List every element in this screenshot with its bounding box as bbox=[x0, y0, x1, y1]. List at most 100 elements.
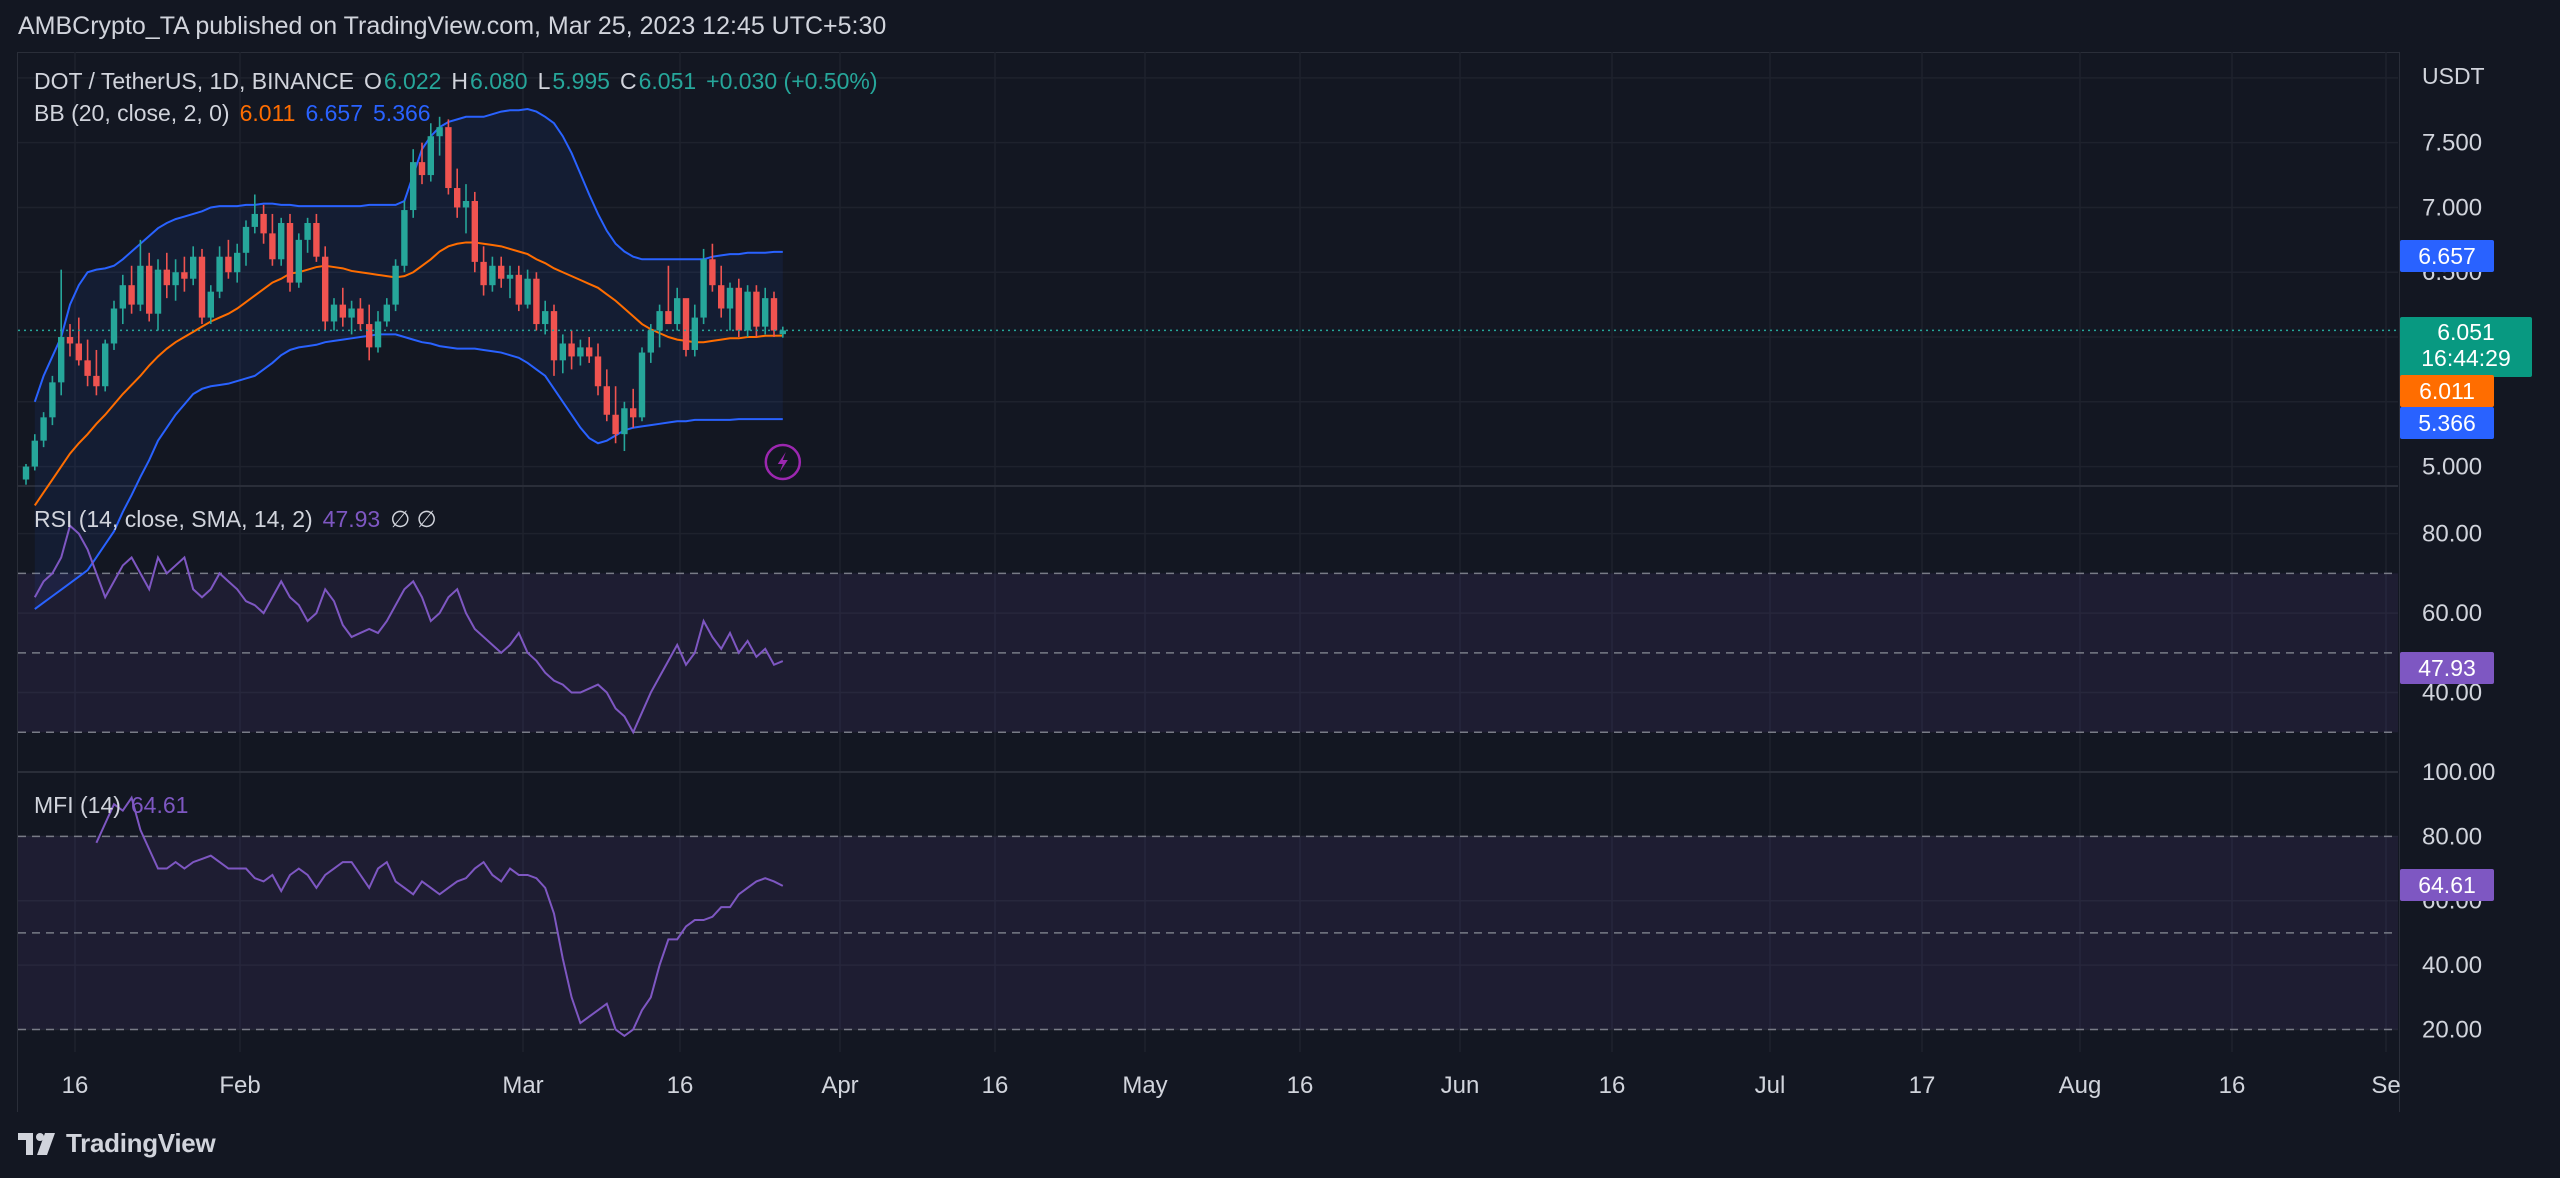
x-tick-label: Jun bbox=[1441, 1072, 1480, 1099]
candle-body bbox=[630, 408, 637, 418]
last-price-value: 6.051 bbox=[2437, 319, 2495, 345]
candle-body bbox=[709, 259, 716, 286]
bb-basis-value: 6.011 bbox=[239, 100, 296, 126]
candle-body bbox=[137, 265, 144, 305]
ohlc-high-value: 6.080 bbox=[470, 68, 528, 94]
bb-lower-badge: 5.366 bbox=[2400, 407, 2494, 439]
candle-body bbox=[128, 285, 135, 305]
mfi-tick-label: 80.00 bbox=[2422, 823, 2482, 850]
candle-body bbox=[621, 408, 628, 435]
candle-body bbox=[190, 256, 197, 279]
rsi-line bbox=[33, 523, 784, 735]
bb-basis-badge: 6.011 bbox=[2400, 375, 2494, 407]
candle-body bbox=[339, 304, 346, 318]
ohlc-close: C6.051 bbox=[620, 68, 696, 95]
ohlc-open: O6.022 bbox=[364, 68, 441, 95]
candle-body bbox=[489, 265, 496, 286]
tradingview-logo-icon bbox=[18, 1132, 55, 1155]
candle-body bbox=[462, 200, 470, 208]
mfi-label: MFI (14) bbox=[34, 792, 121, 818]
candle-body bbox=[22, 466, 30, 480]
candle-body bbox=[735, 287, 742, 331]
bb-fill bbox=[34, 109, 783, 610]
candle-body bbox=[647, 330, 654, 353]
x-tick-label: May bbox=[1122, 1072, 1167, 1099]
candle-body bbox=[674, 298, 681, 325]
rsi-tick-label: 40.00 bbox=[2422, 680, 2482, 707]
candle-body bbox=[594, 356, 602, 387]
candle-body bbox=[445, 127, 452, 189]
flash-icon bbox=[764, 443, 802, 481]
candle-body bbox=[330, 304, 338, 322]
ohlc-high: H6.080 bbox=[451, 68, 527, 95]
ohlc-close-value: 6.051 bbox=[638, 68, 697, 94]
candle-body bbox=[682, 298, 690, 350]
x-tick-label: 17 bbox=[1909, 1072, 1936, 1099]
price-legend: DOT / TetherUS, 1D, BINANCE O6.022 H6.08… bbox=[34, 68, 878, 95]
candle-body bbox=[119, 285, 126, 309]
candle-body bbox=[506, 274, 514, 279]
candle-body bbox=[251, 213, 258, 227]
candle-body bbox=[154, 269, 162, 314]
candle-body bbox=[498, 265, 505, 279]
candle-body bbox=[225, 256, 232, 273]
candle-body bbox=[542, 311, 549, 325]
candle-body bbox=[322, 256, 329, 322]
ohlc-low: L5.995 bbox=[538, 68, 610, 95]
ohlc-open-value: 6.022 bbox=[383, 68, 442, 94]
candle-body bbox=[762, 298, 769, 327]
currency-label: USDT bbox=[2422, 63, 2485, 89]
x-tick-label: 16 bbox=[982, 1072, 1009, 1099]
candle-body bbox=[49, 382, 56, 418]
rsi-tick-label: 80.00 bbox=[2422, 521, 2482, 548]
candle-body bbox=[269, 233, 276, 260]
candle-body bbox=[471, 200, 478, 262]
candle-body bbox=[146, 265, 153, 314]
candle-body bbox=[524, 278, 531, 305]
candle-body bbox=[779, 330, 786, 335]
candle-body bbox=[374, 321, 382, 348]
candle-body bbox=[656, 311, 663, 331]
mfi-tick-label: 40.00 bbox=[2422, 952, 2482, 979]
candle-body bbox=[278, 223, 285, 260]
candle-body bbox=[295, 239, 302, 283]
candle-body bbox=[163, 269, 170, 286]
candle-body bbox=[770, 298, 778, 331]
candle-body bbox=[718, 285, 725, 309]
candle-body bbox=[586, 347, 593, 357]
candle-body bbox=[533, 278, 540, 325]
price-tick-label: 7.500 bbox=[2422, 130, 2482, 157]
bb-upper-badge: 6.657 bbox=[2400, 240, 2494, 272]
candle-body bbox=[242, 226, 250, 253]
candle-body bbox=[313, 223, 320, 257]
ohlc-high-label: H bbox=[451, 68, 469, 94]
tradingview-logo[interactable]: TradingView bbox=[18, 1128, 216, 1159]
footer-bar bbox=[0, 1112, 2560, 1178]
candle-body bbox=[392, 265, 399, 305]
ohlc-low-value: 5.995 bbox=[552, 68, 610, 94]
candle-body bbox=[418, 162, 426, 176]
mfi-line bbox=[95, 795, 784, 1038]
candle-body bbox=[110, 308, 118, 344]
candle-body bbox=[348, 308, 355, 318]
candle-body bbox=[172, 272, 179, 286]
candle-body bbox=[454, 188, 461, 208]
bb-lower-value: 5.366 bbox=[373, 100, 431, 126]
candle-body bbox=[753, 291, 760, 327]
candle-body bbox=[75, 343, 82, 361]
candle-body bbox=[480, 261, 487, 286]
candle-body bbox=[198, 256, 206, 318]
candle-body bbox=[559, 343, 566, 361]
candle-body bbox=[744, 291, 751, 331]
candle-body bbox=[260, 213, 267, 234]
candle-body bbox=[84, 360, 91, 376]
candle-body bbox=[515, 274, 522, 305]
candle-body bbox=[366, 324, 373, 348]
publish-text: AMBCrypto_TA published on TradingView.co… bbox=[18, 12, 887, 40]
candle-body bbox=[31, 440, 38, 467]
x-tick-label: 16 bbox=[62, 1072, 89, 1099]
candle-body bbox=[700, 259, 707, 318]
rsi-label: RSI (14, close, SMA, 14, 2) bbox=[34, 506, 313, 532]
last-price-badge: 6.051 16:44:29 bbox=[2400, 317, 2532, 377]
